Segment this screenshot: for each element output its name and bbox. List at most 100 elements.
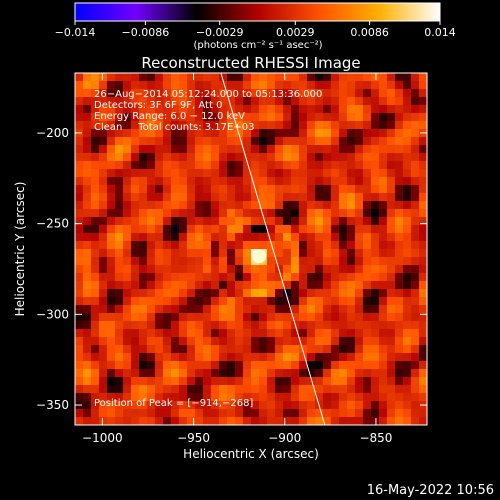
heatmap-cell — [235, 105, 244, 114]
heatmap-cell — [307, 97, 316, 106]
heatmap-cell — [227, 209, 236, 218]
heatmap-cell — [139, 201, 148, 210]
heatmap-cell — [331, 233, 340, 242]
heatmap-cell — [331, 409, 340, 418]
heatmap-cell — [355, 145, 364, 154]
heatmap-cell — [155, 281, 164, 290]
heatmap-cell — [283, 233, 292, 242]
heatmap-cell — [251, 73, 260, 82]
heatmap-cell — [107, 225, 116, 234]
heatmap-cell — [283, 161, 292, 170]
heatmap-cell — [331, 201, 340, 210]
heatmap-cell — [139, 337, 148, 346]
heatmap-cell — [179, 233, 188, 242]
heatmap-cell — [131, 297, 140, 306]
heatmap-cell — [91, 265, 100, 274]
heatmap-cell — [115, 185, 124, 194]
heatmap-cell — [283, 217, 292, 226]
heatmap-cell — [291, 313, 300, 322]
heatmap-cell — [195, 97, 204, 106]
heatmap-cell — [195, 185, 204, 194]
heatmap-cell — [419, 385, 427, 394]
heatmap-cell — [411, 297, 420, 306]
heatmap-cell — [155, 241, 164, 250]
heatmap-cell — [395, 385, 404, 394]
heatmap-cell — [99, 137, 108, 146]
heatmap-cell — [259, 193, 268, 202]
heatmap-cell — [299, 89, 308, 98]
heatmap-cell — [139, 417, 148, 425]
heatmap-cell — [99, 297, 108, 306]
heatmap-cell — [387, 273, 396, 282]
heatmap-cell — [315, 217, 324, 226]
heatmap-cell — [107, 321, 116, 330]
heatmap-cell — [251, 129, 260, 138]
heatmap-cell — [323, 273, 332, 282]
heatmap-cell — [371, 249, 380, 258]
heatmap-cell — [171, 385, 180, 394]
heatmap-cell — [91, 417, 100, 425]
heatmap-cell — [91, 105, 100, 114]
heatmap-cell — [99, 161, 108, 170]
heatmap-cell — [259, 393, 268, 402]
heatmap-cell — [411, 305, 420, 314]
heatmap-cell — [163, 417, 172, 425]
heatmap-cell — [363, 281, 372, 290]
heatmap-cell — [363, 273, 372, 282]
heatmap-cell — [387, 177, 396, 186]
heatmap-cell — [387, 417, 396, 425]
heatmap-cell — [387, 329, 396, 338]
heatmap-cell — [187, 345, 196, 354]
heatmap-cell — [123, 201, 132, 210]
heatmap-cell — [147, 393, 156, 402]
heatmap-cell — [355, 273, 364, 282]
heatmap-cell — [235, 169, 244, 178]
heatmap-cell — [243, 177, 252, 186]
heatmap-cell — [83, 417, 92, 425]
heatmap-cell — [147, 177, 156, 186]
heatmap-cell — [203, 401, 212, 410]
heatmap-cell — [267, 121, 276, 130]
heatmap-cell — [195, 297, 204, 306]
heatmap-cell — [203, 241, 212, 250]
heatmap-cell — [363, 401, 372, 410]
heatmap-cell — [243, 73, 252, 82]
heatmap-cell — [187, 393, 196, 402]
heatmap-cell — [211, 201, 220, 210]
heatmap-cell — [99, 201, 108, 210]
heatmap-cell — [307, 169, 316, 178]
heatmap-cell — [203, 217, 212, 226]
heatmap-cell — [355, 193, 364, 202]
heatmap-cell — [75, 377, 84, 386]
heatmap-cell — [195, 409, 204, 418]
heatmap-cell — [315, 193, 324, 202]
heatmap-cell — [107, 89, 116, 98]
heatmap-cell — [147, 97, 156, 106]
heatmap-cell — [235, 345, 244, 354]
heatmap-cell — [139, 81, 148, 90]
heatmap-cell — [339, 105, 348, 114]
heatmap-cell — [227, 185, 236, 194]
heatmap-cell — [179, 369, 188, 378]
heatmap-cell — [147, 321, 156, 330]
heatmap-cell — [99, 417, 108, 425]
heatmap-cell — [355, 177, 364, 186]
heatmap-cell — [267, 297, 276, 306]
heatmap-cell — [259, 329, 268, 338]
heatmap-cell — [203, 377, 212, 386]
heatmap-cell — [147, 169, 156, 178]
heatmap-cell — [387, 321, 396, 330]
heatmap-cell — [243, 241, 252, 250]
heatmap-cell — [275, 297, 284, 306]
heatmap-cell — [235, 369, 244, 378]
heatmap-cell — [395, 393, 404, 402]
heatmap-cell — [355, 313, 364, 322]
heatmap-cell — [115, 233, 124, 242]
heatmap-cell — [395, 105, 404, 114]
heatmap-cell — [243, 89, 252, 98]
heatmap-cell — [363, 305, 372, 314]
heatmap-cell — [251, 297, 260, 306]
heatmap-cell — [91, 137, 100, 146]
heatmap-cell — [155, 353, 164, 362]
heatmap-cell — [267, 89, 276, 98]
